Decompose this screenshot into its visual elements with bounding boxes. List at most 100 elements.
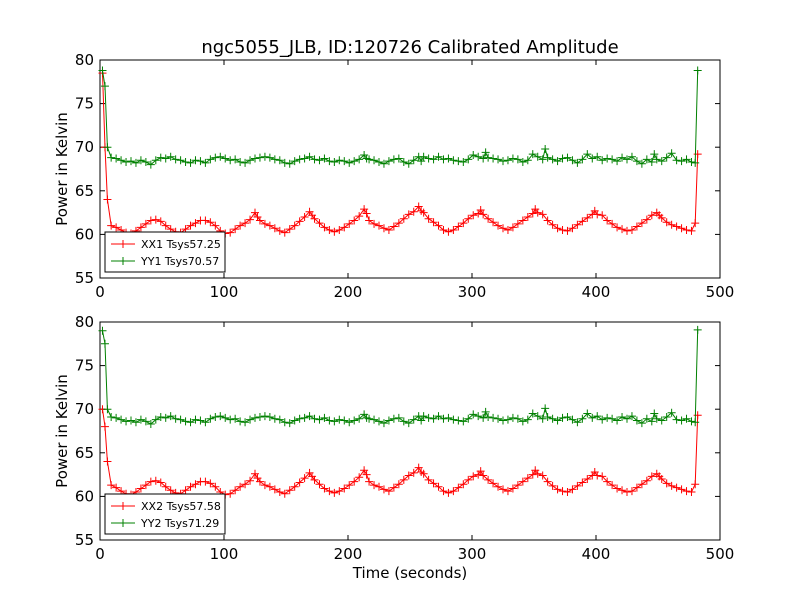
data-point (166, 412, 175, 421)
data-point (623, 414, 631, 423)
data-point (528, 409, 537, 418)
data-point (588, 413, 597, 422)
data-point (469, 211, 478, 220)
data-point (362, 470, 371, 479)
data-point (543, 413, 552, 422)
data-point (156, 478, 165, 487)
data-point (533, 412, 542, 421)
data-point (503, 156, 512, 165)
data-point (394, 413, 403, 422)
data-point (112, 223, 121, 232)
data-point (583, 150, 592, 159)
data-point (379, 159, 388, 168)
data-point (667, 408, 676, 417)
data-point (677, 485, 686, 494)
data-point (541, 404, 550, 413)
data-point (211, 482, 220, 491)
data-point (103, 457, 112, 466)
data-point (573, 481, 582, 490)
data-point (270, 155, 279, 164)
data-point (360, 466, 369, 475)
data-point (650, 409, 659, 418)
data-point (424, 475, 433, 484)
data-point (181, 417, 190, 426)
data-point (637, 219, 646, 228)
data-point (320, 154, 329, 163)
data-point (662, 413, 671, 422)
data-point (479, 154, 488, 163)
data-point (528, 150, 537, 159)
data-point (449, 226, 458, 235)
data-point (513, 414, 522, 423)
data-point (523, 212, 532, 221)
data-point (637, 480, 646, 489)
data-point (365, 216, 374, 225)
data-point (553, 157, 562, 166)
data-point (677, 157, 686, 166)
data-point (103, 143, 112, 152)
data-point (637, 419, 646, 428)
data-point (558, 487, 567, 496)
data-point (265, 153, 274, 162)
data-point (201, 158, 210, 167)
data-point (350, 157, 359, 166)
data-point (161, 413, 170, 422)
data-point (295, 155, 304, 164)
data-point (206, 479, 215, 488)
data-point (100, 422, 109, 431)
data-point (285, 225, 294, 234)
data-point (315, 156, 324, 165)
data-point (166, 486, 175, 495)
data-point (265, 221, 274, 230)
data-point (295, 414, 304, 423)
data-point (494, 221, 503, 230)
data-point (325, 226, 334, 235)
data-point (98, 326, 107, 335)
data-point (389, 483, 398, 492)
data-point (305, 152, 314, 161)
data-point (171, 155, 180, 164)
data-point (221, 413, 230, 422)
data-point (260, 219, 269, 228)
data-point (548, 414, 557, 423)
data-point (107, 221, 116, 230)
data-point (439, 155, 448, 164)
y-axis-label: Power in Kelvin (53, 112, 71, 226)
data-point (290, 482, 299, 491)
data-point (414, 463, 423, 472)
data-point (637, 159, 646, 168)
y-axis-label: Power in Kelvin (53, 374, 71, 488)
data-point (528, 209, 537, 218)
y-tick-label: 75 (75, 357, 94, 375)
data-point (573, 220, 582, 229)
x-tick-label: 300 (458, 283, 487, 301)
data-point (568, 156, 577, 165)
data-point (652, 155, 661, 164)
data-point (146, 216, 155, 225)
data-point (469, 472, 478, 481)
data-point (682, 487, 691, 496)
data-point (677, 224, 686, 233)
data-point (449, 415, 458, 424)
data-point (362, 209, 371, 218)
data-point (176, 415, 185, 424)
data-point (156, 153, 165, 162)
data-point (231, 414, 240, 423)
data-point (191, 415, 200, 424)
data-point (404, 159, 413, 168)
data-point (107, 153, 116, 162)
data-point (419, 152, 428, 161)
data-point (538, 471, 547, 480)
data-point (221, 154, 230, 163)
data-point (672, 415, 681, 424)
data-point (608, 219, 617, 228)
data-point (444, 154, 453, 163)
data-point (647, 417, 656, 426)
data-point (151, 215, 160, 224)
data-point (236, 221, 245, 230)
data-point (107, 481, 116, 490)
data-point (588, 154, 597, 163)
data-point (459, 480, 468, 489)
legend-frame (104, 231, 226, 273)
data-point (667, 149, 676, 158)
